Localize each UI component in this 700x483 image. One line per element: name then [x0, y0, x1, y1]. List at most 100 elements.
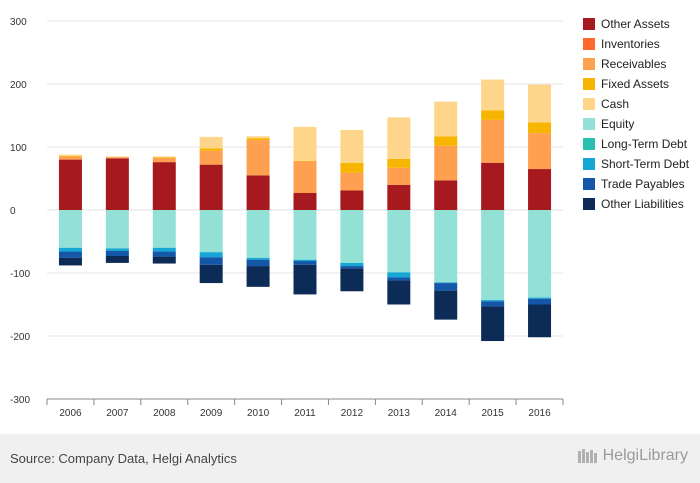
bar-segment	[58, 247, 82, 252]
legend-item: Fixed Assets	[583, 74, 689, 94]
legend-label: Equity	[601, 117, 635, 131]
bar-segment	[58, 257, 82, 266]
bar-segment	[293, 259, 317, 262]
legend-item: Equity	[583, 114, 689, 134]
bar-segment	[340, 172, 364, 191]
bar-segment	[340, 129, 364, 163]
legend-swatch	[583, 158, 595, 170]
bar-segment	[387, 280, 411, 305]
bar-segment	[387, 272, 411, 278]
bar-segment	[293, 161, 317, 193]
books-icon	[577, 449, 597, 463]
bar-segment	[152, 210, 176, 248]
logo-text: HelgiLibrary	[602, 447, 688, 464]
bar-segment	[199, 164, 223, 210]
bar-segment	[152, 162, 176, 210]
bar-segment	[528, 304, 552, 338]
legend-item: Long-Term Debt	[583, 134, 689, 154]
bar-segment	[528, 169, 552, 210]
bar-segment	[199, 264, 223, 284]
bar-segment	[340, 262, 364, 267]
bar-segment	[105, 248, 129, 251]
bar-segment	[434, 145, 458, 181]
y-tick-label: 100	[10, 143, 27, 154]
bar-segment	[105, 158, 129, 210]
y-tick-label: -200	[10, 332, 30, 343]
bar-segment	[246, 136, 270, 139]
legend-item: Cash	[583, 94, 689, 114]
bar-segment	[152, 157, 176, 163]
bar-segment	[152, 251, 176, 257]
x-tick-label: 2006	[59, 408, 82, 419]
legend-swatch	[583, 118, 595, 130]
y-tick-label: 300	[10, 17, 27, 28]
bar-segment	[528, 297, 552, 299]
bar-segment	[481, 119, 505, 163]
legend-label: Inventories	[601, 37, 660, 51]
bar-segment	[58, 156, 82, 160]
y-tick-label: 0	[10, 206, 16, 217]
bar-segment	[434, 290, 458, 320]
y-tick-label: -100	[10, 269, 30, 280]
legend-item: Inventories	[583, 34, 689, 54]
bar-segment	[528, 133, 552, 170]
bar-segment	[246, 266, 270, 287]
bar-segment	[528, 298, 552, 305]
y-tick-label: 200	[10, 80, 27, 91]
x-tick-label: 2014	[435, 408, 458, 419]
x-tick-label: 2016	[528, 408, 551, 419]
bar-segment	[340, 162, 364, 173]
bar-segment	[105, 210, 129, 249]
bar-segment	[58, 159, 82, 210]
legend-swatch	[583, 198, 595, 210]
bar-segment	[152, 157, 176, 158]
bar-segment	[528, 210, 552, 298]
legend-swatch	[583, 58, 595, 70]
bar-segment	[105, 255, 129, 263]
bar-segment	[58, 251, 82, 258]
legend-label: Fixed Assets	[601, 77, 670, 91]
bar-segment	[387, 167, 411, 185]
bar-segment	[152, 247, 176, 252]
legend-item: Other Assets	[583, 14, 689, 34]
bar-segment	[246, 140, 270, 176]
x-tick-label: 2015	[482, 408, 505, 419]
bar-segment	[387, 210, 411, 273]
bar-segment	[340, 210, 364, 263]
bar-segment	[152, 156, 176, 158]
legend-label: Cash	[601, 97, 630, 111]
bar-segment	[387, 158, 411, 168]
bar-segment	[481, 300, 505, 302]
bar-segment	[340, 266, 364, 269]
bar-segment	[481, 306, 505, 342]
bar-segment	[293, 264, 317, 295]
legend-item: Trade Payables	[583, 174, 689, 194]
bar-segment	[58, 154, 82, 156]
bars-layer	[58, 79, 552, 342]
bar-segment	[340, 190, 364, 210]
y-tick-label: -300	[10, 395, 30, 406]
bar-segment	[293, 192, 317, 210]
bar-segment	[434, 101, 458, 137]
bar-segment	[434, 210, 458, 283]
bar-segment	[58, 155, 82, 157]
legend-label: Other Assets	[601, 17, 670, 31]
bar-segment	[434, 283, 458, 291]
x-tick-label: 2013	[388, 408, 411, 419]
legend-item: Receivables	[583, 54, 689, 74]
bar-segment	[105, 156, 129, 158]
bar-segment	[246, 175, 270, 210]
legend-swatch	[583, 18, 595, 30]
bar-segment	[481, 110, 505, 120]
bar-segment	[340, 268, 364, 292]
bar-segment	[199, 252, 223, 258]
bar-segment	[246, 138, 270, 141]
legend: Other Assets Inventories Receivables Fixed …	[583, 14, 689, 214]
legend-swatch	[583, 78, 595, 90]
bar-segment	[246, 210, 270, 258]
bar-segment	[387, 277, 411, 281]
bar-segment	[293, 160, 317, 162]
bar-segment	[481, 79, 505, 111]
footer: Source: Company Data, Helgi Analytics He…	[0, 434, 700, 483]
legend-label: Receivables	[601, 57, 667, 71]
